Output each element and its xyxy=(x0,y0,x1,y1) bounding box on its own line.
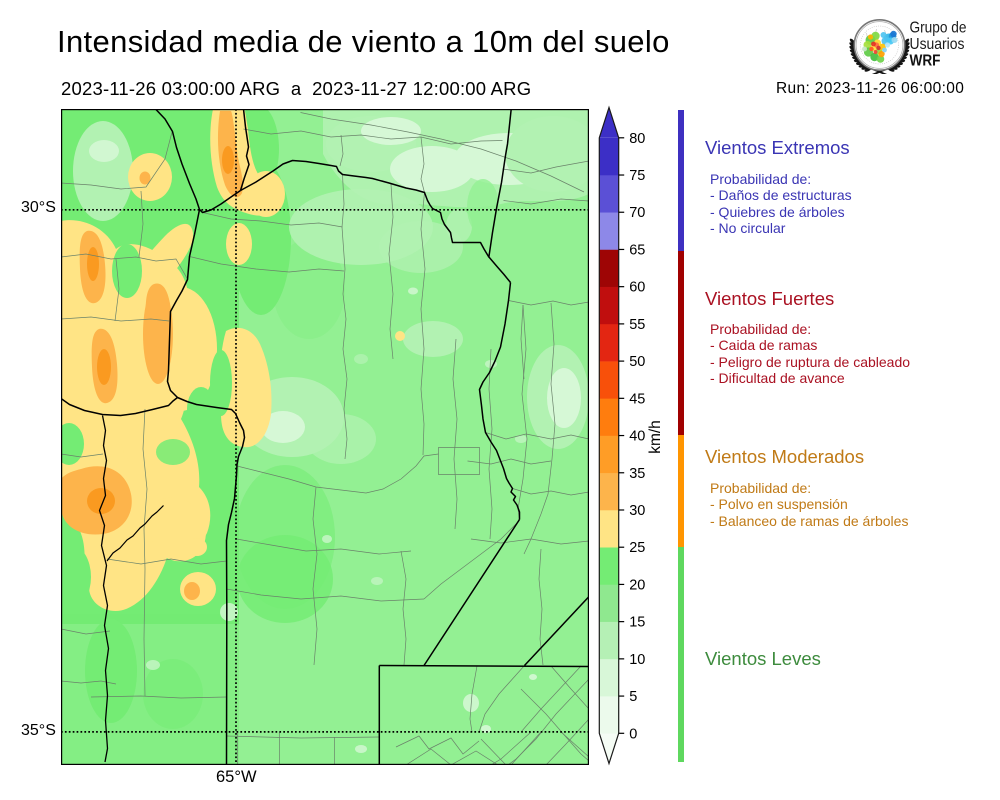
svg-text:30: 30 xyxy=(629,503,645,519)
svg-text:Usuarios: Usuarios xyxy=(910,36,965,53)
svg-text:10: 10 xyxy=(629,652,645,668)
svg-text:45: 45 xyxy=(629,391,645,407)
svg-text:25: 25 xyxy=(629,540,645,556)
svg-text:70: 70 xyxy=(629,205,645,221)
svg-text:5: 5 xyxy=(629,689,637,705)
svg-text:km/h: km/h xyxy=(647,420,664,454)
svg-text:75: 75 xyxy=(629,168,645,184)
svg-text:Grupo de: Grupo de xyxy=(910,20,967,37)
svg-text:65: 65 xyxy=(629,242,645,258)
svg-text:WRF: WRF xyxy=(910,53,941,70)
svg-text:15: 15 xyxy=(629,615,645,631)
svg-text:80: 80 xyxy=(629,131,645,147)
svg-text:35: 35 xyxy=(629,466,645,482)
svg-text:0: 0 xyxy=(629,726,637,742)
svg-text:50: 50 xyxy=(629,354,645,370)
svg-text:60: 60 xyxy=(629,280,645,296)
svg-text:40: 40 xyxy=(629,429,645,445)
svg-text:20: 20 xyxy=(629,577,645,593)
svg-text:55: 55 xyxy=(629,317,645,333)
